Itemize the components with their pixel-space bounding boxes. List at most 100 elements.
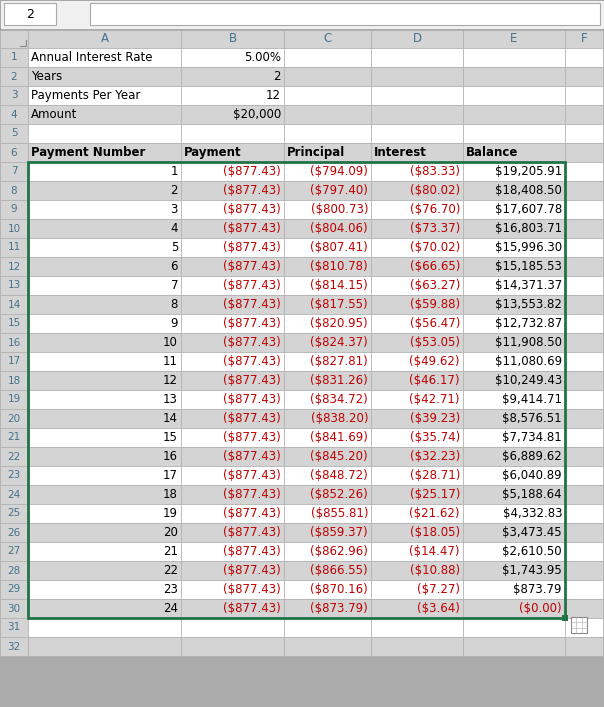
Text: ($866.55): ($866.55) [310,564,368,577]
Bar [181,276,284,295]
Text: 3: 3 [170,203,178,216]
Bar [0,371,28,390]
Text: ($32.23): ($32.23) [410,450,460,463]
Text: $15,185.53: $15,185.53 [495,260,562,273]
Text: 14: 14 [7,300,21,310]
Bar [463,238,565,257]
Text: ($25.17): ($25.17) [410,488,460,501]
Text: 19: 19 [7,395,21,404]
Bar [371,504,463,523]
Text: $5,188.64: $5,188.64 [503,488,562,501]
Text: $8,576.51: $8,576.51 [503,412,562,425]
Text: ($877.43): ($877.43) [223,393,281,406]
Text: ($63.27): ($63.27) [410,279,460,292]
Bar [28,219,181,238]
Bar [58,3,88,25]
Bar [181,599,284,618]
Bar [284,580,371,599]
Text: ($56.47): ($56.47) [410,317,460,330]
Bar [463,67,565,86]
Text: ($814.15): ($814.15) [310,279,368,292]
Bar [371,428,463,447]
Bar [371,143,463,162]
Bar [181,561,284,580]
Bar [0,504,28,523]
Bar [28,200,181,219]
Bar [463,428,565,447]
Bar [371,67,463,86]
Bar [0,124,28,143]
Text: ($877.43): ($877.43) [223,602,281,615]
Text: $15,996.30: $15,996.30 [495,241,562,254]
Bar [463,523,565,542]
Bar [0,276,28,295]
Text: $11,908.50: $11,908.50 [495,336,562,349]
Bar [0,67,28,86]
Text: ($848.72): ($848.72) [310,469,368,482]
Bar [371,105,463,124]
Text: 25: 25 [7,508,21,518]
Text: ($841.69): ($841.69) [310,431,368,444]
Bar [463,504,565,523]
Bar [0,580,28,599]
Bar [371,390,463,409]
Bar [565,257,603,276]
Text: ($18.05): ($18.05) [410,526,460,539]
Bar [284,599,371,618]
Bar [284,333,371,352]
Bar [565,580,603,599]
Bar [565,30,603,48]
Text: Payment: Payment [184,146,242,159]
Text: 2: 2 [26,8,34,21]
Bar [28,428,181,447]
Bar [565,333,603,352]
Text: Payment Number: Payment Number [31,146,146,159]
Bar [28,466,181,485]
Text: 19: 19 [163,507,178,520]
Text: 18: 18 [7,375,21,385]
Text: ($877.43): ($877.43) [223,336,281,349]
Bar [284,181,371,200]
Text: $9,414.71: $9,414.71 [502,393,562,406]
Bar [28,124,181,143]
Bar [284,238,371,257]
Bar [181,238,284,257]
Text: 15: 15 [7,318,21,329]
Text: 22: 22 [7,452,21,462]
Text: 6: 6 [11,148,18,158]
Bar [28,181,181,200]
Text: 12: 12 [163,374,178,387]
Bar [371,181,463,200]
Bar [284,352,371,371]
Bar [371,162,463,181]
Bar [463,86,565,105]
Bar [284,618,371,637]
Text: 20: 20 [7,414,21,423]
Bar [181,485,284,504]
Text: $13,553.82: $13,553.82 [495,298,562,311]
Text: ($66.65): ($66.65) [410,260,460,273]
Text: ($862.96): ($862.96) [310,545,368,558]
Text: Amount: Amount [31,108,77,121]
Text: ($845.20): ($845.20) [310,450,368,463]
Text: 17: 17 [7,356,21,366]
Text: $4,332.83: $4,332.83 [503,507,562,520]
Text: 24: 24 [7,489,21,500]
Bar [181,181,284,200]
Bar [28,48,181,67]
Bar [181,447,284,466]
Bar [284,542,371,561]
Bar [284,219,371,238]
Text: 10: 10 [7,223,21,233]
Text: Interest: Interest [374,146,427,159]
Text: 12: 12 [266,89,281,102]
Bar [371,276,463,295]
Bar [371,314,463,333]
Bar [371,48,463,67]
Bar [565,352,603,371]
Bar [571,617,587,633]
Bar [565,561,603,580]
Bar [181,504,284,523]
Text: 3: 3 [11,90,18,100]
Text: Balance: Balance [466,146,518,159]
